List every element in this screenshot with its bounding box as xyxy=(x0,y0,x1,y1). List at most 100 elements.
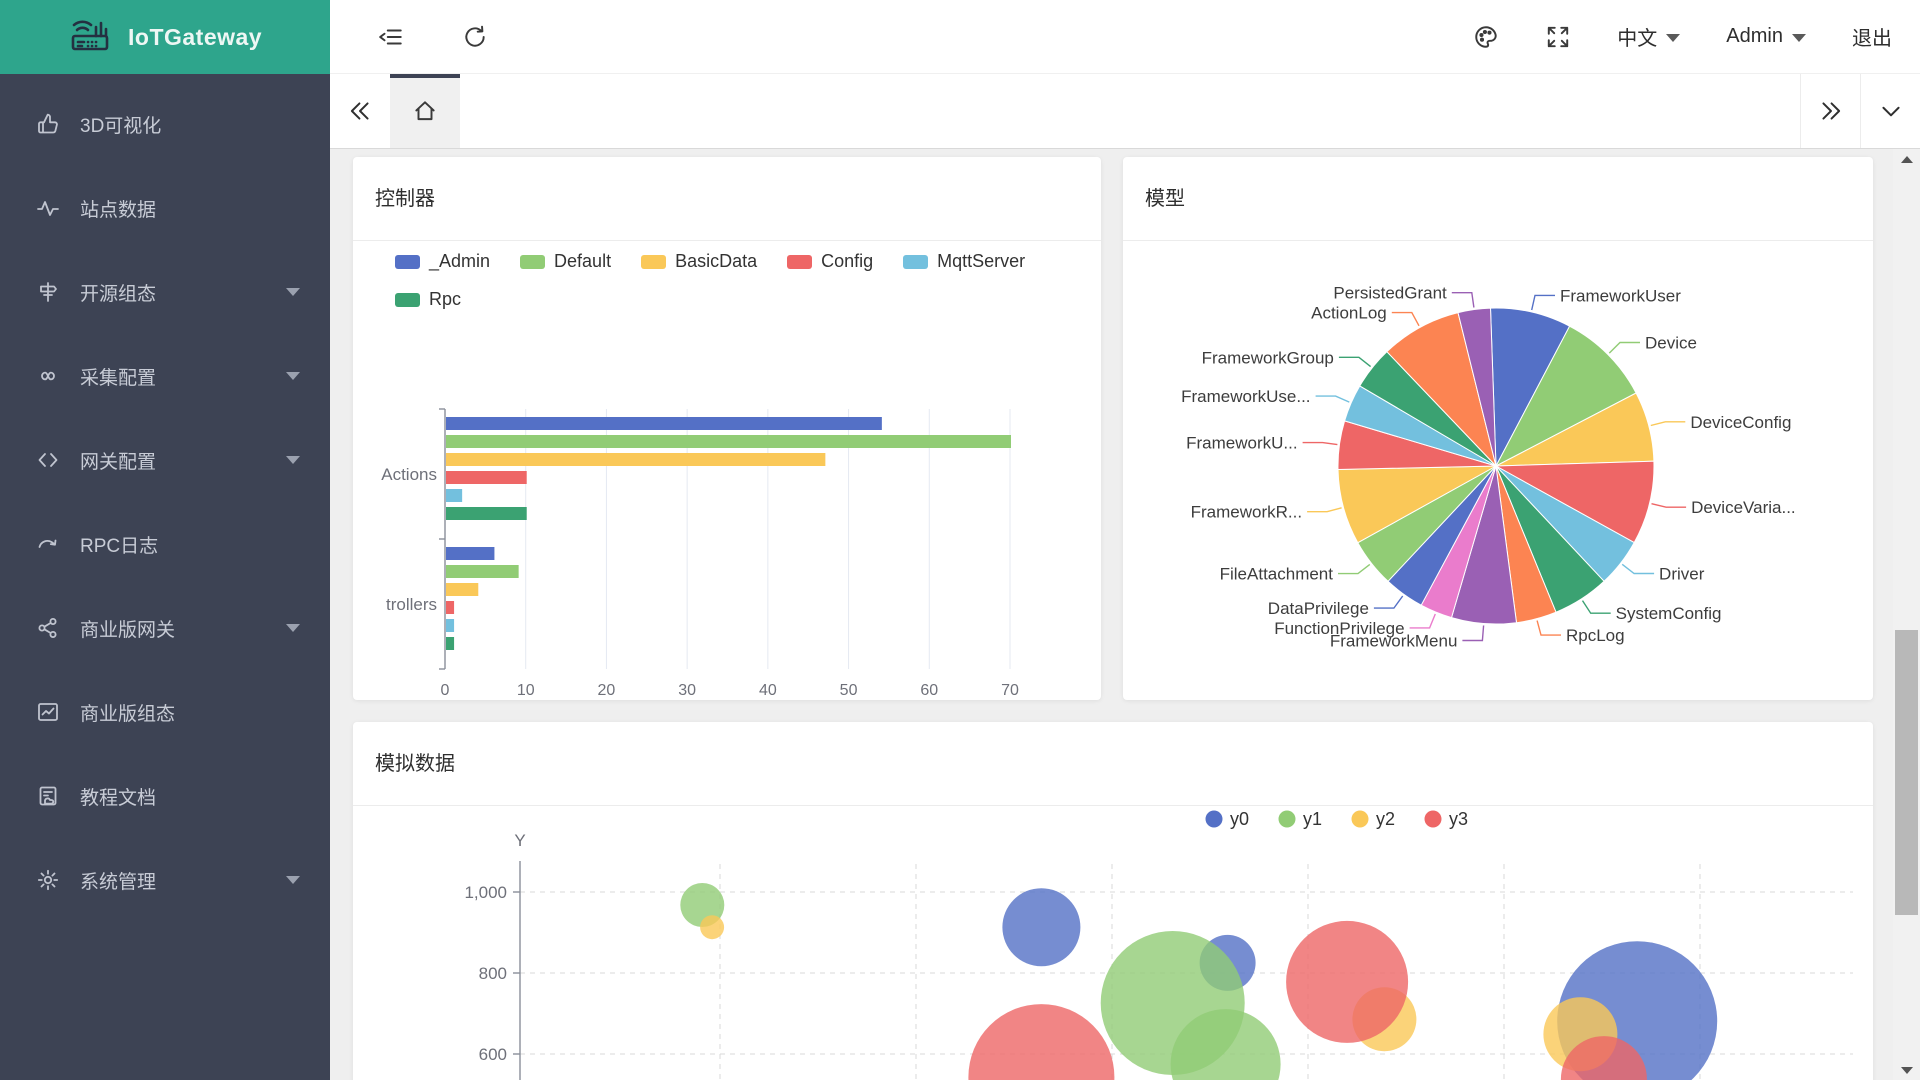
bar-Default-trollers[interactable] xyxy=(446,565,519,578)
legend-label: Default xyxy=(554,251,612,271)
user-dropdown[interactable]: Admin xyxy=(1726,25,1806,48)
sidebar-item-2[interactable]: 开源组态 xyxy=(0,250,330,334)
legend-label[interactable]: y2 xyxy=(1376,809,1395,829)
scrollbar-down-button[interactable] xyxy=(1893,1060,1920,1080)
bar-Rpc-Actions[interactable] xyxy=(446,507,527,520)
bar-MqttServer-trollers[interactable] xyxy=(446,619,455,632)
bar-_Admin-trollers[interactable] xyxy=(446,547,495,560)
language-label: 中文 xyxy=(1617,28,1658,50)
signpost-icon xyxy=(36,280,60,304)
pie-slice-Device[interactable] xyxy=(1494,325,1637,468)
sidebar-item-9[interactable]: 系统管理 xyxy=(0,838,330,922)
legend-swatch-y0[interactable] xyxy=(1205,810,1223,828)
caret-down-icon xyxy=(286,288,300,296)
scrollbar-up-button[interactable] xyxy=(1893,149,1920,169)
refresh-icon[interactable] xyxy=(462,24,488,50)
pie-chart-plot: FrameworkUser Device DeviceConfig DeviceVar… xyxy=(1181,284,1796,651)
sidebar-item-label: RPC日志 xyxy=(80,535,159,557)
bar-Config-Actions[interactable] xyxy=(446,471,527,484)
sidebar-item-4[interactable]: 网关配置 xyxy=(0,418,330,502)
legend-item-Rpc[interactable]: Rpc xyxy=(395,289,461,310)
simulation-bubble-chart: y0 y1 y2 y3 1,000 800 600 Y xyxy=(353,806,1873,1080)
palette-icon[interactable] xyxy=(1473,24,1499,50)
pie-label: FrameworkUser xyxy=(1560,286,1681,305)
legend-label[interactable]: y3 xyxy=(1449,809,1468,829)
legend-label[interactable]: y1 xyxy=(1303,809,1322,829)
language-dropdown[interactable]: 中文 xyxy=(1617,22,1681,51)
pie-label: Driver xyxy=(1659,565,1705,584)
sidebar-item-1[interactable]: 站点数据 xyxy=(0,166,330,250)
sidebar-item-3[interactable]: 采集配置 xyxy=(0,334,330,418)
bubble-y2[interactable] xyxy=(700,915,725,940)
pie-label: FrameworkGroup xyxy=(1202,348,1334,367)
svg-text:Actions: Actions xyxy=(381,465,437,484)
controllers-card: 控制器 _Admin Default BasicData Config MqttServ… xyxy=(353,157,1101,700)
legend-label: Rpc xyxy=(429,289,462,309)
bar-Default-Actions[interactable] xyxy=(446,435,1011,448)
main-content: 控制器 _Admin Default BasicData Config MqttServ… xyxy=(330,149,1893,1080)
bar-MqttServer-Actions[interactable] xyxy=(446,489,463,502)
sidebar-item-0[interactable]: 3D可视化 xyxy=(0,82,330,166)
legend-swatch-y3[interactable] xyxy=(1424,810,1442,828)
sidebar-item-label: 商业版网关 xyxy=(80,619,176,641)
topbar-left xyxy=(330,24,488,50)
tabs-scroll-left-button[interactable] xyxy=(330,74,390,148)
tabs-menu-button[interactable] xyxy=(1860,74,1920,148)
bar-Config-trollers[interactable] xyxy=(446,601,455,614)
content-scrollbar[interactable] xyxy=(1893,149,1920,1080)
fullscreen-icon[interactable] xyxy=(1545,24,1571,50)
legend-item-BasicData[interactable]: BasicData xyxy=(641,251,757,272)
bar-BasicData-Actions[interactable] xyxy=(446,453,826,466)
bubble-y0[interactable] xyxy=(1002,888,1081,967)
pie-slice-DeviceVaria...[interactable] xyxy=(1494,460,1655,544)
bubble-y3[interactable] xyxy=(1560,1036,1647,1080)
y-axis-label: Y xyxy=(514,831,525,850)
legend-swatch xyxy=(395,254,420,269)
svg-text:50: 50 xyxy=(840,682,858,699)
svg-text:60: 60 xyxy=(920,682,938,699)
bar-Rpc-trollers[interactable] xyxy=(446,637,455,650)
svg-text:30: 30 xyxy=(678,682,696,699)
tabs-scroll-right-button[interactable] xyxy=(1800,74,1860,148)
tab-home[interactable] xyxy=(390,74,460,148)
bubble-y3[interactable] xyxy=(1286,920,1409,1043)
pie-label: DeviceConfig xyxy=(1690,413,1791,432)
svg-text:10: 10 xyxy=(517,682,535,699)
simulation-card-title: 模拟数据 xyxy=(353,722,1873,806)
bar-BasicData-trollers[interactable] xyxy=(446,583,479,596)
bubble-y3[interactable] xyxy=(968,1004,1115,1080)
scrollbar-thumb[interactable] xyxy=(1895,630,1918,915)
iot-gateway-logo-icon xyxy=(68,15,114,60)
sidebar-item-8[interactable]: 教程文档 xyxy=(0,754,330,838)
sidebar-item-6[interactable]: 商业版网关 xyxy=(0,586,330,670)
legend-swatch xyxy=(903,254,929,269)
bar-_Admin-Actions[interactable] xyxy=(446,417,882,430)
bubble-y1[interactable] xyxy=(1170,1009,1281,1080)
tabbar xyxy=(330,74,1920,149)
caret-down-icon xyxy=(286,876,300,884)
pie-label: ActionLog xyxy=(1311,304,1387,323)
app-logo[interactable]: IoTGateway xyxy=(0,0,330,74)
caret-down-icon xyxy=(1666,34,1681,42)
legend-item-Default[interactable]: Default xyxy=(520,251,611,272)
legend-swatch xyxy=(641,254,667,269)
logout-button[interactable]: 退出 xyxy=(1852,28,1892,50)
sidebar-item-5[interactable]: RPC日志 xyxy=(0,502,330,586)
sidebar: IoTGateway 3D可视化 站点数据 开源组态 采集配置 网关配置 RPC日志商业版… xyxy=(0,0,330,1080)
legend-swatch-y1[interactable] xyxy=(1278,810,1296,828)
caret-down-icon xyxy=(286,456,300,464)
legend-item-MqttServer[interactable]: MqttServer xyxy=(903,251,1025,272)
legend-item-Config[interactable]: Config xyxy=(787,251,873,272)
svg-text:20: 20 xyxy=(598,682,616,699)
legend-label[interactable]: y0 xyxy=(1230,809,1249,829)
pie-label: FrameworkMenu xyxy=(1330,631,1458,650)
sidebar-item-7[interactable]: 商业版组态 xyxy=(0,670,330,754)
pie-slice-PersistedGrant[interactable] xyxy=(1457,307,1497,467)
legend-item-_Admin[interactable]: _Admin xyxy=(395,251,490,272)
collapse-sidebar-icon[interactable] xyxy=(378,24,404,50)
svg-text:70: 70 xyxy=(1001,682,1019,699)
pie-label: FileAttachment xyxy=(1220,565,1334,584)
document-icon xyxy=(36,784,60,808)
legend-swatch-y2[interactable] xyxy=(1351,810,1369,828)
